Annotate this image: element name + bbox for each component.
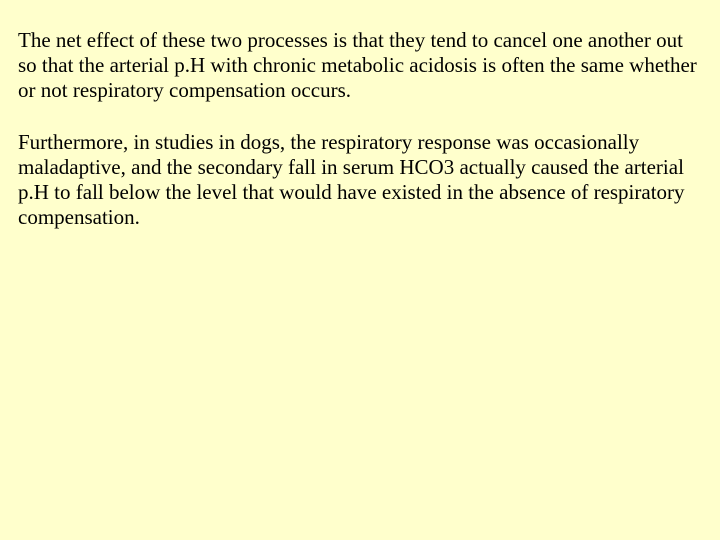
paragraph-2: Furthermore, in studies in dogs, the res… — [18, 130, 702, 229]
paragraph-1: The net effect of these two processes is… — [18, 28, 702, 102]
slide-body: The net effect of these two processes is… — [0, 0, 720, 540]
